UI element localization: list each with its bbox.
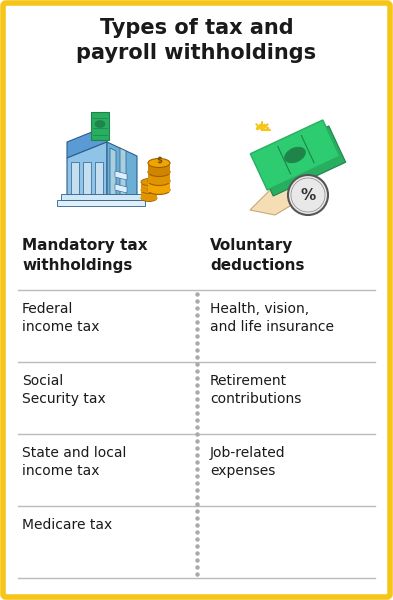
Ellipse shape bbox=[296, 174, 308, 182]
Ellipse shape bbox=[141, 194, 157, 202]
Ellipse shape bbox=[141, 187, 157, 193]
FancyBboxPatch shape bbox=[3, 3, 390, 597]
Polygon shape bbox=[67, 142, 107, 198]
Text: Types of tax and
payroll withholdings: Types of tax and payroll withholdings bbox=[76, 18, 317, 63]
Ellipse shape bbox=[148, 176, 170, 185]
Circle shape bbox=[288, 175, 328, 215]
Text: Medicare tax: Medicare tax bbox=[22, 518, 112, 532]
Text: Retirement
contributions: Retirement contributions bbox=[210, 374, 301, 406]
Polygon shape bbox=[67, 126, 107, 158]
Ellipse shape bbox=[148, 167, 170, 176]
Ellipse shape bbox=[309, 186, 321, 194]
Polygon shape bbox=[71, 162, 79, 196]
Ellipse shape bbox=[285, 147, 305, 163]
Text: Health, vision,
and life insurance: Health, vision, and life insurance bbox=[210, 302, 334, 334]
Polygon shape bbox=[95, 162, 103, 196]
Ellipse shape bbox=[95, 121, 105, 127]
Polygon shape bbox=[115, 184, 127, 193]
Text: Social
Security tax: Social Security tax bbox=[22, 374, 106, 406]
Polygon shape bbox=[91, 112, 109, 140]
Polygon shape bbox=[250, 175, 315, 215]
Text: Mandatory tax
withholdings: Mandatory tax withholdings bbox=[22, 238, 148, 273]
Polygon shape bbox=[250, 120, 340, 190]
Polygon shape bbox=[57, 200, 145, 206]
Text: Voluntary
deductions: Voluntary deductions bbox=[210, 238, 305, 273]
Text: %: % bbox=[300, 187, 316, 202]
Text: State and local
income tax: State and local income tax bbox=[22, 446, 127, 478]
Ellipse shape bbox=[141, 179, 157, 185]
Bar bbox=[148, 174, 170, 183]
Polygon shape bbox=[61, 194, 141, 200]
Text: Federal
income tax: Federal income tax bbox=[22, 302, 99, 334]
Polygon shape bbox=[83, 162, 91, 196]
Text: $: $ bbox=[156, 157, 162, 166]
Bar bbox=[148, 183, 170, 192]
Bar bbox=[141, 184, 157, 192]
Ellipse shape bbox=[304, 179, 316, 187]
Polygon shape bbox=[115, 171, 127, 180]
Polygon shape bbox=[107, 142, 137, 198]
Bar bbox=[148, 165, 170, 174]
Polygon shape bbox=[256, 126, 346, 196]
Ellipse shape bbox=[148, 185, 170, 194]
Polygon shape bbox=[120, 148, 126, 196]
Text: Job-related
expenses: Job-related expenses bbox=[210, 446, 286, 478]
Bar bbox=[141, 192, 157, 200]
Polygon shape bbox=[110, 148, 116, 196]
Ellipse shape bbox=[148, 158, 170, 167]
